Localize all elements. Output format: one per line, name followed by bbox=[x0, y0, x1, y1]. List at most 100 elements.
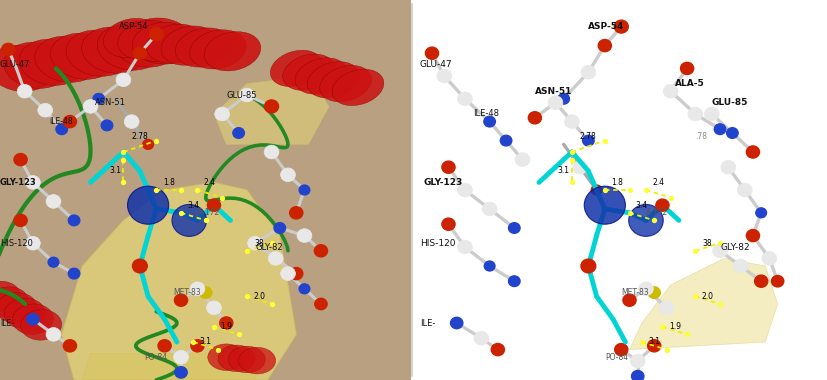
Ellipse shape bbox=[295, 58, 347, 94]
Circle shape bbox=[614, 344, 628, 356]
Circle shape bbox=[484, 116, 495, 127]
Text: ASN-51: ASN-51 bbox=[535, 87, 572, 96]
Circle shape bbox=[442, 218, 455, 230]
Circle shape bbox=[199, 287, 212, 298]
Ellipse shape bbox=[161, 26, 218, 65]
Text: GLY-82: GLY-82 bbox=[255, 242, 283, 252]
Circle shape bbox=[127, 186, 169, 224]
Circle shape bbox=[48, 257, 59, 267]
Ellipse shape bbox=[0, 281, 21, 312]
Circle shape bbox=[268, 252, 283, 265]
Circle shape bbox=[656, 199, 669, 211]
Ellipse shape bbox=[117, 20, 174, 60]
Circle shape bbox=[734, 259, 748, 273]
Circle shape bbox=[485, 261, 495, 271]
Circle shape bbox=[558, 93, 570, 104]
Circle shape bbox=[26, 236, 41, 250]
Circle shape bbox=[528, 112, 542, 124]
Circle shape bbox=[208, 199, 221, 211]
Circle shape bbox=[515, 153, 530, 166]
Circle shape bbox=[17, 84, 32, 98]
Text: ASP-54: ASP-54 bbox=[119, 22, 149, 31]
Circle shape bbox=[299, 284, 310, 294]
Text: ILE-: ILE- bbox=[0, 318, 14, 328]
Circle shape bbox=[482, 202, 497, 216]
Circle shape bbox=[705, 107, 719, 121]
Circle shape bbox=[457, 183, 472, 197]
Circle shape bbox=[150, 28, 164, 41]
Text: ASP-54: ASP-54 bbox=[588, 22, 624, 31]
Circle shape bbox=[101, 120, 112, 131]
Circle shape bbox=[457, 92, 472, 106]
Ellipse shape bbox=[98, 24, 163, 70]
Text: MET-83: MET-83 bbox=[173, 288, 200, 297]
Circle shape bbox=[26, 314, 39, 325]
Text: MET-83: MET-83 bbox=[621, 288, 649, 297]
Circle shape bbox=[754, 275, 767, 287]
Text: GLY-82: GLY-82 bbox=[720, 242, 749, 252]
Ellipse shape bbox=[270, 50, 323, 87]
Text: ILE-48: ILE-48 bbox=[50, 117, 73, 126]
Circle shape bbox=[124, 115, 139, 128]
Circle shape bbox=[93, 93, 104, 104]
Text: GLU-47: GLU-47 bbox=[0, 60, 31, 69]
Circle shape bbox=[721, 160, 736, 174]
Circle shape bbox=[174, 350, 189, 364]
Circle shape bbox=[764, 253, 775, 263]
Circle shape bbox=[116, 73, 131, 87]
Circle shape bbox=[648, 287, 661, 298]
Text: 1.9: 1.9 bbox=[669, 322, 681, 331]
Circle shape bbox=[299, 231, 310, 241]
Circle shape bbox=[648, 340, 661, 352]
Ellipse shape bbox=[12, 304, 54, 334]
Ellipse shape bbox=[113, 21, 179, 67]
Circle shape bbox=[573, 160, 587, 174]
Text: 2.0: 2.0 bbox=[253, 292, 265, 301]
Text: GLY-123: GLY-123 bbox=[0, 178, 36, 187]
Circle shape bbox=[46, 328, 61, 341]
Circle shape bbox=[614, 20, 629, 33]
Circle shape bbox=[299, 185, 310, 195]
Circle shape bbox=[207, 301, 222, 315]
Circle shape bbox=[437, 69, 452, 83]
Ellipse shape bbox=[0, 293, 37, 323]
Text: 3.1: 3.1 bbox=[648, 337, 660, 347]
Text: 38: 38 bbox=[703, 239, 713, 248]
Circle shape bbox=[681, 62, 694, 74]
Circle shape bbox=[746, 146, 759, 158]
Circle shape bbox=[26, 176, 41, 189]
Text: 3.1: 3.1 bbox=[557, 166, 570, 176]
Circle shape bbox=[289, 207, 303, 219]
Circle shape bbox=[582, 135, 594, 146]
Polygon shape bbox=[214, 76, 329, 144]
Ellipse shape bbox=[146, 24, 203, 63]
Ellipse shape bbox=[189, 30, 246, 69]
Polygon shape bbox=[629, 258, 777, 350]
Circle shape bbox=[233, 128, 245, 138]
Circle shape bbox=[315, 298, 327, 310]
Circle shape bbox=[158, 340, 171, 352]
Circle shape bbox=[509, 223, 520, 233]
Polygon shape bbox=[62, 182, 296, 380]
Text: ALA-5: ALA-5 bbox=[675, 79, 705, 88]
Circle shape bbox=[663, 84, 678, 98]
Ellipse shape bbox=[208, 344, 245, 370]
Circle shape bbox=[314, 245, 327, 257]
Ellipse shape bbox=[103, 18, 160, 58]
Text: GLU-85: GLU-85 bbox=[712, 98, 748, 107]
Circle shape bbox=[715, 124, 726, 135]
Text: 3.4: 3.4 bbox=[188, 201, 199, 210]
Circle shape bbox=[623, 294, 636, 306]
Text: GLY-123: GLY-123 bbox=[423, 178, 463, 187]
Circle shape bbox=[46, 195, 61, 208]
Text: 2.78: 2.78 bbox=[580, 132, 597, 141]
Text: 3.4: 3.4 bbox=[636, 201, 648, 210]
Circle shape bbox=[143, 139, 154, 149]
Circle shape bbox=[548, 96, 563, 109]
Circle shape bbox=[69, 215, 80, 226]
Text: 3.1: 3.1 bbox=[200, 337, 212, 347]
Ellipse shape bbox=[228, 346, 265, 373]
Circle shape bbox=[509, 276, 520, 287]
Circle shape bbox=[297, 229, 312, 242]
Circle shape bbox=[762, 252, 777, 265]
